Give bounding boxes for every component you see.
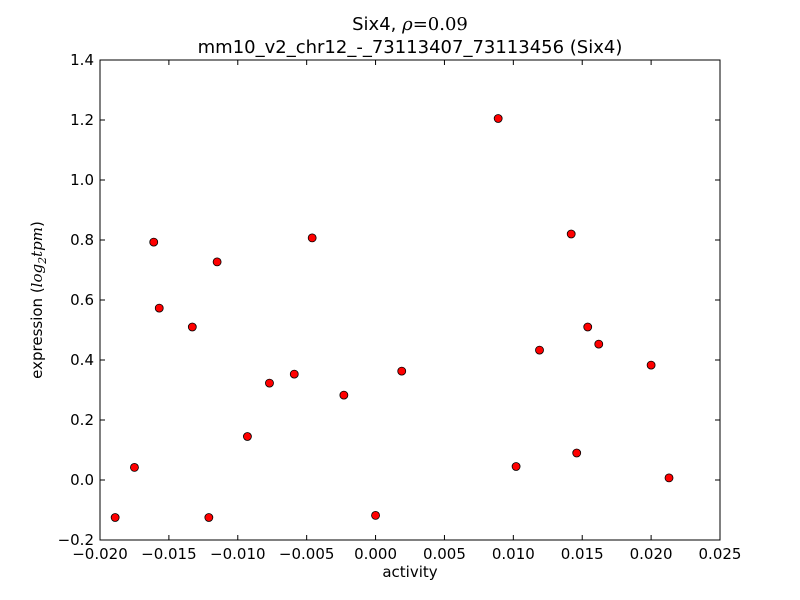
data-point — [594, 339, 604, 349]
data-point — [212, 257, 222, 267]
x-tick-label: 0.005 — [423, 545, 466, 563]
x-tick-label: −0.020 — [72, 545, 128, 563]
data-point — [371, 511, 380, 520]
y-tick-label: 0.4 — [70, 351, 94, 369]
data-point — [130, 462, 139, 472]
data-point — [511, 462, 521, 471]
data-point — [339, 390, 349, 400]
chart-title: Six4, ρ=0.09 — [352, 14, 468, 35]
y-tick-label: 1.2 — [70, 111, 94, 129]
y-tick-label: 1.4 — [70, 51, 94, 69]
x-tick-label: 0.010 — [492, 545, 535, 563]
plot-area — [99, 59, 721, 541]
data-point — [307, 233, 317, 243]
y-axis-label: expression (log2tpm) — [28, 221, 49, 379]
x-tick-label: 0.015 — [561, 545, 604, 563]
data-point — [664, 473, 674, 483]
data-point — [204, 513, 214, 522]
x-axis-ticks: −0.020 −0.015 −0.010 −0.005 0.000 0.005 0.010 0… — [72, 60, 741, 563]
data-point — [646, 360, 656, 370]
data-point — [289, 369, 299, 379]
data-point — [149, 237, 159, 247]
y-tick-label: 0.8 — [70, 231, 94, 249]
x-tick-label: −0.010 — [210, 545, 266, 563]
data-point — [566, 229, 576, 239]
x-tick-label: 0.020 — [630, 545, 673, 563]
x-axis-label: activity — [382, 563, 437, 581]
x-tick-label: 0.025 — [699, 545, 742, 563]
data-point — [572, 448, 582, 458]
x-tick-label: −0.005 — [279, 545, 335, 563]
data-point — [243, 432, 252, 441]
data-point — [110, 513, 120, 522]
y-axis-ticks: −0.2 0.0 0.2 0.4 0.6 0.8 1.0 1.2 1.4 — [58, 51, 720, 549]
data-point — [187, 322, 197, 332]
y-tick-label: −0.2 — [58, 531, 94, 549]
y-tick-label: 0.6 — [70, 291, 94, 309]
data-point — [535, 345, 544, 355]
x-tick-label: 0.000 — [354, 545, 397, 563]
data-point — [397, 366, 407, 376]
data-point — [493, 114, 503, 123]
y-tick-label: 0.2 — [70, 411, 94, 429]
y-tick-label: 0.0 — [70, 471, 94, 489]
x-tick-label: −0.015 — [141, 545, 197, 563]
chart-subtitle: mm10_v2_chr12_-_73113407_73113456 (Six4) — [198, 37, 623, 58]
data-point — [265, 378, 274, 388]
data-points — [110, 114, 674, 522]
y-tick-label: 1.0 — [70, 171, 94, 189]
data-point — [154, 303, 164, 313]
data-point — [583, 322, 593, 332]
